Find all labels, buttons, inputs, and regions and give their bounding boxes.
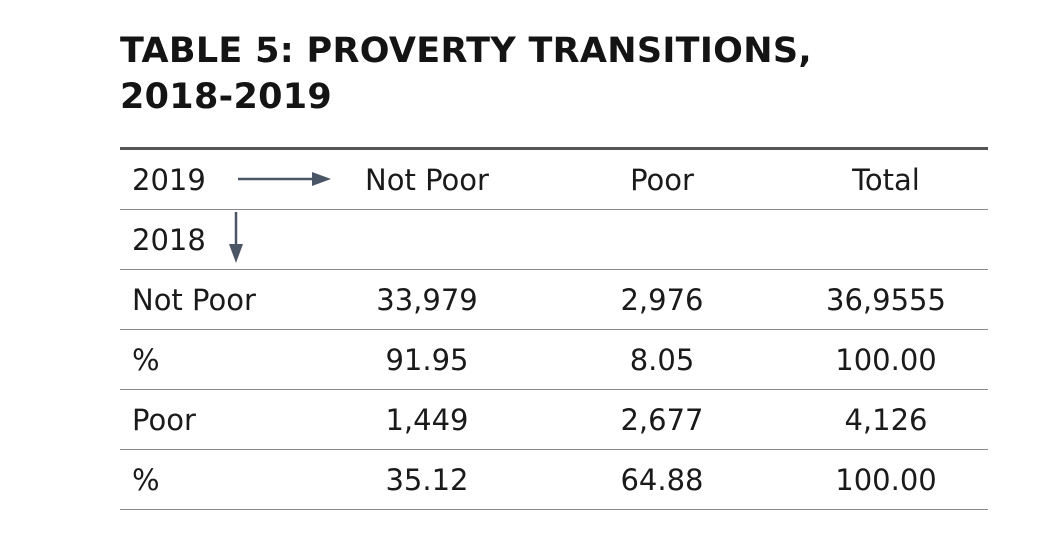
subheader-row: 2018 [120, 210, 988, 270]
cell-poor: 2,677 [620, 403, 704, 437]
header-poor: Poor [630, 163, 694, 197]
cell-poor: 2,976 [620, 283, 704, 317]
cell-poor: 64.88 [620, 463, 704, 497]
arrow-down-icon [229, 212, 243, 263]
row-label: % [132, 343, 160, 377]
row-label: % [132, 463, 160, 497]
table-row: % 91.95 8.05 100.00 [120, 330, 988, 390]
poverty-transitions-table: 2019 Not Poor Poor Total 2018 Not Poor 3… [120, 147, 988, 510]
cell-total: 100.00 [835, 343, 937, 377]
cell-total: 4,126 [844, 403, 928, 437]
cell-not-poor: 91.95 [385, 343, 469, 377]
table-row: Poor 1,449 2,677 4,126 [120, 390, 988, 450]
row-label: Not Poor [132, 283, 256, 317]
header-not-poor: Not Poor [365, 163, 489, 197]
page-title: TABLE 5: PROVERTY TRANSITIONS, 2018-2019 [120, 28, 812, 120]
row-label: Poor [132, 403, 196, 437]
header-year-2018: 2018 [132, 223, 206, 257]
cell-total: 36,9555 [826, 283, 946, 317]
table-row: % 35.12 64.88 100.00 [120, 450, 988, 510]
header-total: Total [852, 163, 920, 197]
cell-not-poor: 35.12 [385, 463, 469, 497]
cell-not-poor: 33,979 [376, 283, 478, 317]
title-line-1: TABLE 5: PROVERTY TRANSITIONS, [120, 31, 812, 71]
header-row: 2019 Not Poor Poor Total [120, 150, 988, 210]
cell-total: 100.00 [835, 463, 937, 497]
header-year-2019: 2019 [132, 163, 206, 197]
arrow-right-icon [238, 172, 331, 186]
cell-not-poor: 1,449 [385, 403, 469, 437]
table-row: Not Poor 33,979 2,976 36,9555 [120, 270, 988, 330]
cell-poor: 8.05 [629, 343, 695, 377]
title-line-2: 2018-2019 [120, 77, 333, 117]
